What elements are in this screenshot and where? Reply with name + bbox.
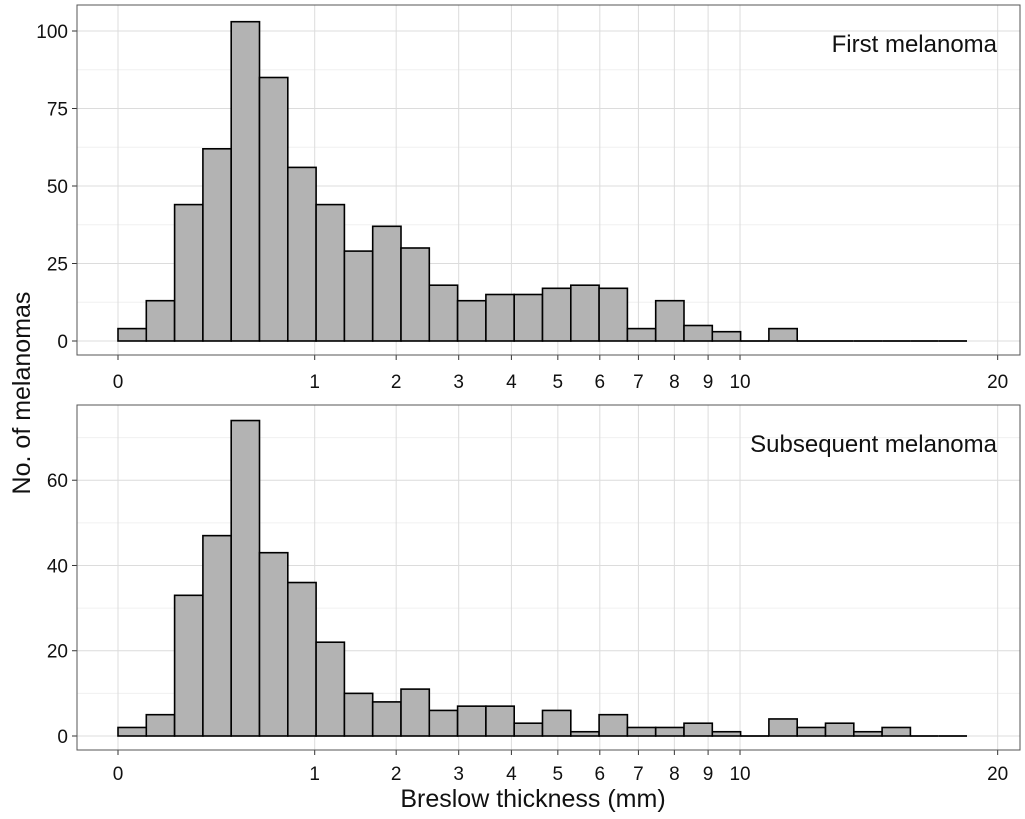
histogram-bar — [230, 20, 261, 342]
histogram-bar — [315, 641, 346, 737]
x-tick-label: 3 — [453, 764, 464, 785]
y-tick-label: 0 — [57, 332, 68, 353]
x-axis-title: Breslow thickness (mm) — [400, 785, 665, 813]
histogram-bar — [569, 284, 600, 342]
histogram-bar — [258, 551, 289, 737]
x-tick-label: 0 — [113, 372, 124, 393]
histogram-bar — [768, 718, 799, 737]
y-tick-label: 0 — [57, 727, 68, 748]
histogram-bar — [654, 299, 685, 342]
histogram-bar — [541, 709, 572, 737]
histogram-bar — [683, 324, 714, 342]
histogram-bar — [428, 709, 459, 737]
x-tick-label: 10 — [729, 372, 750, 393]
histogram-bar — [824, 722, 855, 737]
histogram-bar — [485, 705, 515, 737]
histogram-bar — [202, 148, 232, 342]
histogram-bar — [202, 534, 232, 737]
x-tick-label: 3 — [453, 372, 464, 393]
y-tick-label: 60 — [47, 471, 68, 492]
panel-label: Subsequent melanoma — [750, 431, 997, 458]
x-tick-label: 7 — [633, 764, 644, 785]
histogram-bar — [598, 287, 629, 342]
x-tick-label: 6 — [595, 764, 606, 785]
histogram-bar — [230, 419, 261, 737]
x-tick-label: 5 — [553, 372, 564, 393]
histogram-bar — [626, 726, 657, 737]
x-tick-label: 8 — [669, 764, 680, 785]
x-tick-label: 2 — [391, 372, 402, 393]
histogram-bar — [315, 203, 346, 342]
histogram-bar — [173, 594, 204, 737]
y-tick-label: 25 — [47, 255, 68, 276]
histogram-bar — [343, 250, 374, 342]
histogram-bar — [117, 726, 148, 737]
histogram-bar — [371, 701, 402, 737]
x-tick-label: 0 — [113, 764, 124, 785]
histogram-bar — [711, 330, 742, 342]
histogram-bar — [768, 327, 799, 342]
histogram-bar — [343, 692, 374, 737]
histogram-bar — [258, 76, 289, 342]
y-tick-label: 75 — [47, 100, 68, 121]
panel-border — [76, 404, 1021, 751]
histogram-bar — [513, 293, 544, 342]
y-tick-label: 50 — [47, 177, 68, 198]
x-tick-label: 8 — [669, 372, 680, 393]
histogram-bar — [513, 722, 544, 737]
histogram-bar — [654, 726, 685, 737]
histogram-bar — [852, 730, 883, 737]
x-tick-label: 4 — [506, 764, 517, 785]
histogram-bar — [145, 713, 176, 737]
histogram-bar — [456, 705, 487, 737]
x-tick-label: 2 — [391, 764, 402, 785]
histogram-bar — [485, 293, 515, 342]
histogram-bar — [456, 299, 487, 342]
histogram-bar — [117, 327, 148, 342]
histogram-bar — [796, 726, 827, 737]
histogram-bar — [400, 247, 431, 342]
histogram-bar — [286, 166, 317, 342]
x-tick-label: 10 — [729, 764, 750, 785]
histogram-bar — [881, 726, 912, 737]
x-tick-label: 20 — [987, 764, 1008, 785]
histogram-bar — [626, 327, 657, 342]
x-tick-label: 5 — [553, 764, 564, 785]
panel-1: 0 25 50 75 100 0 1 2 3 4 5 6 7 8 9 10 20 First melanoma — [36, 4, 1021, 393]
histogram-bar — [145, 299, 176, 342]
y-tick-label: 100 — [36, 22, 68, 43]
panel-2: 0 20 40 60 0 1 2 3 4 5 6 7 8 9 10 20 Subsequent melanoma — [47, 404, 1021, 785]
histogram-bar — [428, 284, 459, 342]
y-tick-label: 20 — [47, 642, 68, 663]
histogram-bar — [286, 581, 317, 737]
panel-border — [76, 4, 1021, 356]
histogram-bar — [541, 287, 572, 342]
x-tick-label: 4 — [506, 372, 517, 393]
x-tick-label: 1 — [309, 372, 320, 393]
x-tick-label: 9 — [703, 764, 714, 785]
histogram-bar — [371, 225, 402, 342]
x-tick-label: 20 — [987, 372, 1008, 393]
histogram-bar — [173, 203, 204, 342]
histogram-bar — [598, 713, 629, 737]
x-tick-label: 9 — [703, 372, 714, 393]
x-tick-label: 1 — [309, 764, 320, 785]
histogram-bar — [569, 730, 600, 737]
histogram-bar — [683, 722, 714, 737]
panel-label: First melanoma — [832, 31, 998, 58]
x-tick-label: 6 — [595, 372, 606, 393]
histogram-bar — [400, 688, 431, 737]
histogram-bar — [711, 730, 742, 737]
y-tick-label: 40 — [47, 556, 68, 577]
x-tick-label: 7 — [633, 372, 644, 393]
y-axis-title: No. of melanomas — [8, 292, 36, 495]
